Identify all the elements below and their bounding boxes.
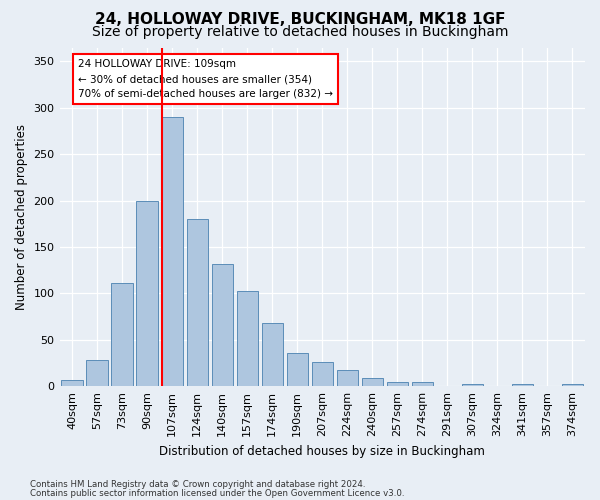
Bar xyxy=(236,290,258,386)
Bar xyxy=(187,219,208,386)
Bar xyxy=(412,382,433,386)
X-axis label: Distribution of detached houses by size in Buckingham: Distribution of detached houses by size … xyxy=(160,444,485,458)
Bar xyxy=(362,378,383,386)
Bar xyxy=(212,264,233,386)
Bar xyxy=(387,382,408,386)
Bar xyxy=(161,117,183,386)
Bar xyxy=(86,360,108,386)
Y-axis label: Number of detached properties: Number of detached properties xyxy=(15,124,28,310)
Bar xyxy=(287,353,308,386)
Bar xyxy=(562,384,583,386)
Bar xyxy=(262,323,283,386)
Text: 24 HOLLOWAY DRIVE: 109sqm
← 30% of detached houses are smaller (354)
70% of semi: 24 HOLLOWAY DRIVE: 109sqm ← 30% of detac… xyxy=(78,60,333,99)
Text: Contains public sector information licensed under the Open Government Licence v3: Contains public sector information licen… xyxy=(30,488,404,498)
Bar xyxy=(311,362,333,386)
Bar xyxy=(512,384,533,386)
Text: Size of property relative to detached houses in Buckingham: Size of property relative to detached ho… xyxy=(92,25,508,39)
Bar xyxy=(61,380,83,386)
Bar xyxy=(136,200,158,386)
Text: 24, HOLLOWAY DRIVE, BUCKINGHAM, MK18 1GF: 24, HOLLOWAY DRIVE, BUCKINGHAM, MK18 1GF xyxy=(95,12,505,28)
Bar xyxy=(462,384,483,386)
Bar xyxy=(337,370,358,386)
Text: Contains HM Land Registry data © Crown copyright and database right 2024.: Contains HM Land Registry data © Crown c… xyxy=(30,480,365,489)
Bar xyxy=(112,283,133,386)
